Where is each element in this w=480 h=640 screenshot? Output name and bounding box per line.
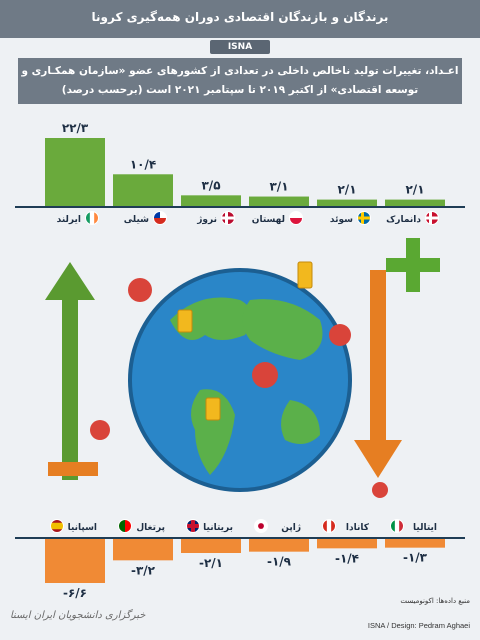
up-arrow-icon <box>45 262 95 480</box>
logo-row: ISNA <box>0 38 480 56</box>
category-label: ایتالیا <box>413 523 437 533</box>
category-label: شیلی <box>124 215 149 225</box>
category-label: ژاپن <box>281 523 301 533</box>
canada-flag <box>322 519 336 533</box>
bar-negative <box>113 539 173 561</box>
ireland-flag <box>85 211 99 225</box>
header-bar: برندگان و بازندگان اقتصادی دوران همه‌گیر… <box>0 0 480 38</box>
japan-flag <box>254 519 268 533</box>
category-label: پرتغال <box>136 523 165 533</box>
down-arrow-icon <box>354 270 402 478</box>
category-label: اسپانیا <box>68 523 97 533</box>
category-label: کانادا <box>346 523 370 533</box>
bar-positive <box>181 195 241 206</box>
bar-negative <box>317 539 377 549</box>
spain-flag <box>50 519 64 533</box>
minus-icon <box>48 462 98 476</box>
bar-positive <box>113 174 173 206</box>
denmark-flag <box>425 211 439 225</box>
isna-logo: ISNA <box>210 40 270 54</box>
value-label: ۲/۱ <box>337 183 356 197</box>
chile-flag <box>153 211 167 225</box>
positive-bars-group: ۲۲/۳ ایرلند ۱۰/۴ شیلی ۳/۵ نروژ ۳/۱ لهستان ۲/۱ سوئ… <box>45 121 445 225</box>
data-source: منبع داده‌ها: اکونومیست <box>400 597 470 605</box>
value-label: -۳/۲ <box>131 563 156 577</box>
bar-negative <box>45 539 105 583</box>
category-label: بریتانیا <box>203 523 233 533</box>
bar-positive <box>45 138 105 206</box>
value-label: ۲/۱ <box>405 183 424 197</box>
italy-flag <box>390 519 404 533</box>
bar-negative <box>249 539 309 552</box>
coin-stack-icon <box>177 261 313 421</box>
portugal-flag <box>118 519 132 533</box>
category-label: سوئد <box>330 215 353 225</box>
value-label: -۱/۴ <box>335 551 359 565</box>
bar-negative <box>385 539 445 548</box>
bar-positive <box>385 199 445 206</box>
agency-watermark: خبرگزاری دانشجویان ایران ایسنا <box>10 610 146 621</box>
category-label: نروژ <box>196 215 217 225</box>
category-label: لهستان <box>252 215 285 225</box>
bar-positive <box>249 196 309 206</box>
value-label: -۲/۱ <box>199 556 223 570</box>
norway-flag <box>221 211 235 225</box>
category-label: دانمارک <box>386 215 421 225</box>
value-label: -۱/۹ <box>267 555 292 569</box>
value-label: ۳/۱ <box>269 180 288 194</box>
value-label: -۱/۳ <box>403 551 428 565</box>
negative-bars-group: -۶/۶ اسپانیا -۳/۲ پرتغال -۲/۱ بریتانیا -۱/۹ ژاپ… <box>45 519 445 600</box>
poland-flag <box>289 211 303 225</box>
virus-icon <box>90 278 388 498</box>
category-label: ایرلند <box>57 215 81 225</box>
value-label: ۳/۵ <box>201 178 220 192</box>
plus-icon <box>386 238 440 292</box>
bar-negative <box>181 539 241 553</box>
sweden-flag <box>357 211 371 225</box>
globe-illustration <box>128 268 352 492</box>
value-label: -۶/۶ <box>63 586 87 600</box>
uk-flag <box>186 519 200 533</box>
credit-text: ISNA / Design: Pedram Aghaei <box>367 621 470 630</box>
value-label: ۱۰/۴ <box>130 157 156 171</box>
value-label: ۲۲/۳ <box>62 121 89 135</box>
bar-positive <box>317 199 377 206</box>
chart-subtitle: اعـداد، تغییرات تولید ناخالص داخلی در تع… <box>18 58 462 104</box>
page-title: برندگان و بازندگان اقتصادی دوران همه‌گیر… <box>91 10 389 24</box>
